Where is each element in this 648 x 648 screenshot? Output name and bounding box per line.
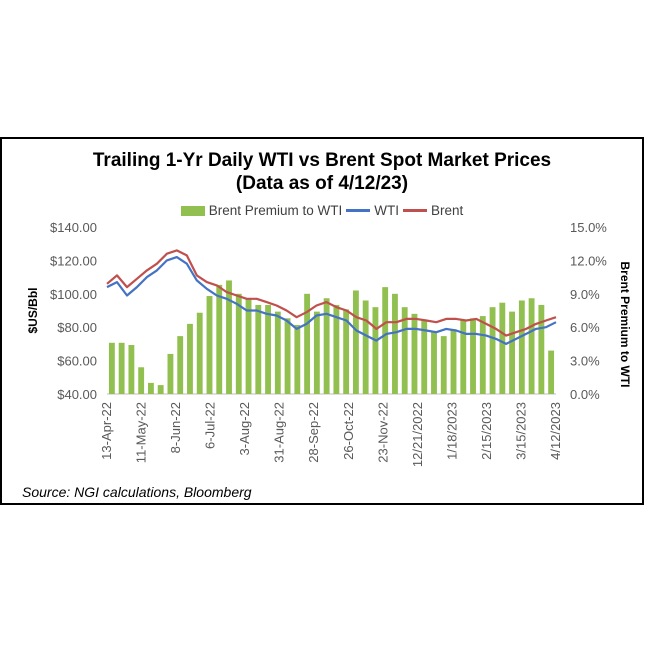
x-tick-label: 31-Aug-22 <box>272 402 287 463</box>
premium-bar <box>235 293 242 394</box>
chart-subtitle: (Data as of 4/12/23) <box>235 173 409 194</box>
y2-tick-label: 3.0% <box>570 354 600 369</box>
legend-swatch-premium <box>180 205 205 216</box>
premium-bar <box>528 298 535 394</box>
x-tick-label: 13-Apr-22 <box>99 402 114 460</box>
premium-bar <box>548 350 555 394</box>
premium-bar <box>147 382 154 394</box>
premium-bar <box>245 298 252 394</box>
premium-bar <box>177 336 184 394</box>
x-tick-label: 26-Oct-22 <box>341 402 356 460</box>
x-tick-label: 1/18/2023 <box>444 402 459 460</box>
y2-tick-label: 0.0% <box>570 387 600 402</box>
y2-tick-label: 12.0% <box>570 253 607 268</box>
premium-bar <box>196 312 203 394</box>
x-tick-label: 28-Sep-22 <box>306 402 321 463</box>
legend: Brent Premium to WTI WTI Brent <box>0 203 644 218</box>
x-tick-label: 4/12/2023 <box>548 402 563 460</box>
y2-tick-label: 9.0% <box>570 287 600 302</box>
y2-tick-label: 6.0% <box>570 320 600 335</box>
legend-label-brent: Brent <box>431 203 464 218</box>
brent-line <box>106 249 557 337</box>
premium-bar <box>372 307 379 394</box>
y-tick-label: $60.00 <box>57 354 97 369</box>
premium-bar <box>479 316 486 394</box>
legend-item-brent: Brent <box>403 203 463 218</box>
legend-swatch-brent <box>403 209 427 212</box>
wti-line <box>106 256 557 345</box>
x-tick-label: 2/15/2023 <box>479 402 494 460</box>
legend-swatch-wti <box>346 209 371 212</box>
chart-frame <box>0 137 644 505</box>
premium-bar <box>421 320 428 394</box>
premium-bar <box>392 293 398 394</box>
legend-item-wti: WTI <box>346 203 399 218</box>
premium-bar <box>206 296 213 394</box>
y2-axis-title: Brent Premium to WTI <box>618 261 632 387</box>
premium-bar <box>509 311 516 394</box>
premium-bar <box>138 367 145 394</box>
premium-bar <box>343 309 350 394</box>
x-tick-label: 6-Jul-22 <box>203 402 218 449</box>
source-note: Source: NGI calculations, Bloomberg <box>22 484 252 500</box>
premium-bar <box>333 304 340 394</box>
x-tick-label: 8-Jun-22 <box>168 402 183 453</box>
premium-bar <box>304 293 311 394</box>
premium-bar <box>489 307 496 394</box>
premium-bar <box>313 311 320 394</box>
premium-bar <box>216 284 223 394</box>
y-tick-label: $40.00 <box>57 387 97 402</box>
premium-bar <box>284 318 291 394</box>
y-tick-label: $120.00 <box>50 253 97 268</box>
premium-bar <box>440 336 447 394</box>
y-tick-label: $140.00 <box>50 220 97 235</box>
premium-bar <box>157 385 164 394</box>
premium-bar <box>450 329 457 394</box>
y-tick-label: $100.00 <box>50 287 97 302</box>
premium-bar <box>323 298 330 394</box>
premium-bar <box>187 323 193 394</box>
premium-bar <box>128 345 135 394</box>
y-tick-label: $80.00 <box>57 320 97 335</box>
x-tick-label: 12/21/2022 <box>410 402 425 467</box>
premium-bar <box>460 320 467 394</box>
premium-bar <box>265 304 271 394</box>
legend-label-wti: WTI <box>374 203 399 218</box>
chart-title: Trailing 1-Yr Daily WTI vs Brent Spot Ma… <box>92 150 552 171</box>
premium-bar <box>226 280 232 394</box>
premium-bar <box>294 324 301 394</box>
x-tick-label: 3-Aug-22 <box>237 402 252 455</box>
premium-bar <box>382 287 389 394</box>
premium-bar <box>401 307 408 394</box>
premium-bar <box>499 302 506 394</box>
x-tick-label: 3/15/2023 <box>513 402 528 460</box>
premium-bar <box>352 290 359 394</box>
premium-bar <box>274 311 281 394</box>
legend-item-premium: Brent Premium to WTI <box>180 203 343 218</box>
x-tick-label: 11-May-22 <box>134 402 149 463</box>
x-tick-label: 23-Nov-22 <box>375 402 390 463</box>
premium-bar <box>518 300 525 394</box>
premium-bar <box>167 353 174 394</box>
premium-bar <box>431 331 437 394</box>
premium-bar <box>108 342 115 394</box>
legend-label-premium: Brent Premium to WTI <box>208 203 343 218</box>
y-axis-title: $US/Bbl <box>26 287 40 333</box>
premium-bar <box>470 318 476 394</box>
y2-tick-label: 15.0% <box>570 220 607 235</box>
premium-bar <box>255 304 262 394</box>
premium-bar <box>411 313 418 394</box>
premium-bar <box>538 304 545 394</box>
premium-bar <box>362 300 369 394</box>
premium-bar <box>118 342 125 394</box>
